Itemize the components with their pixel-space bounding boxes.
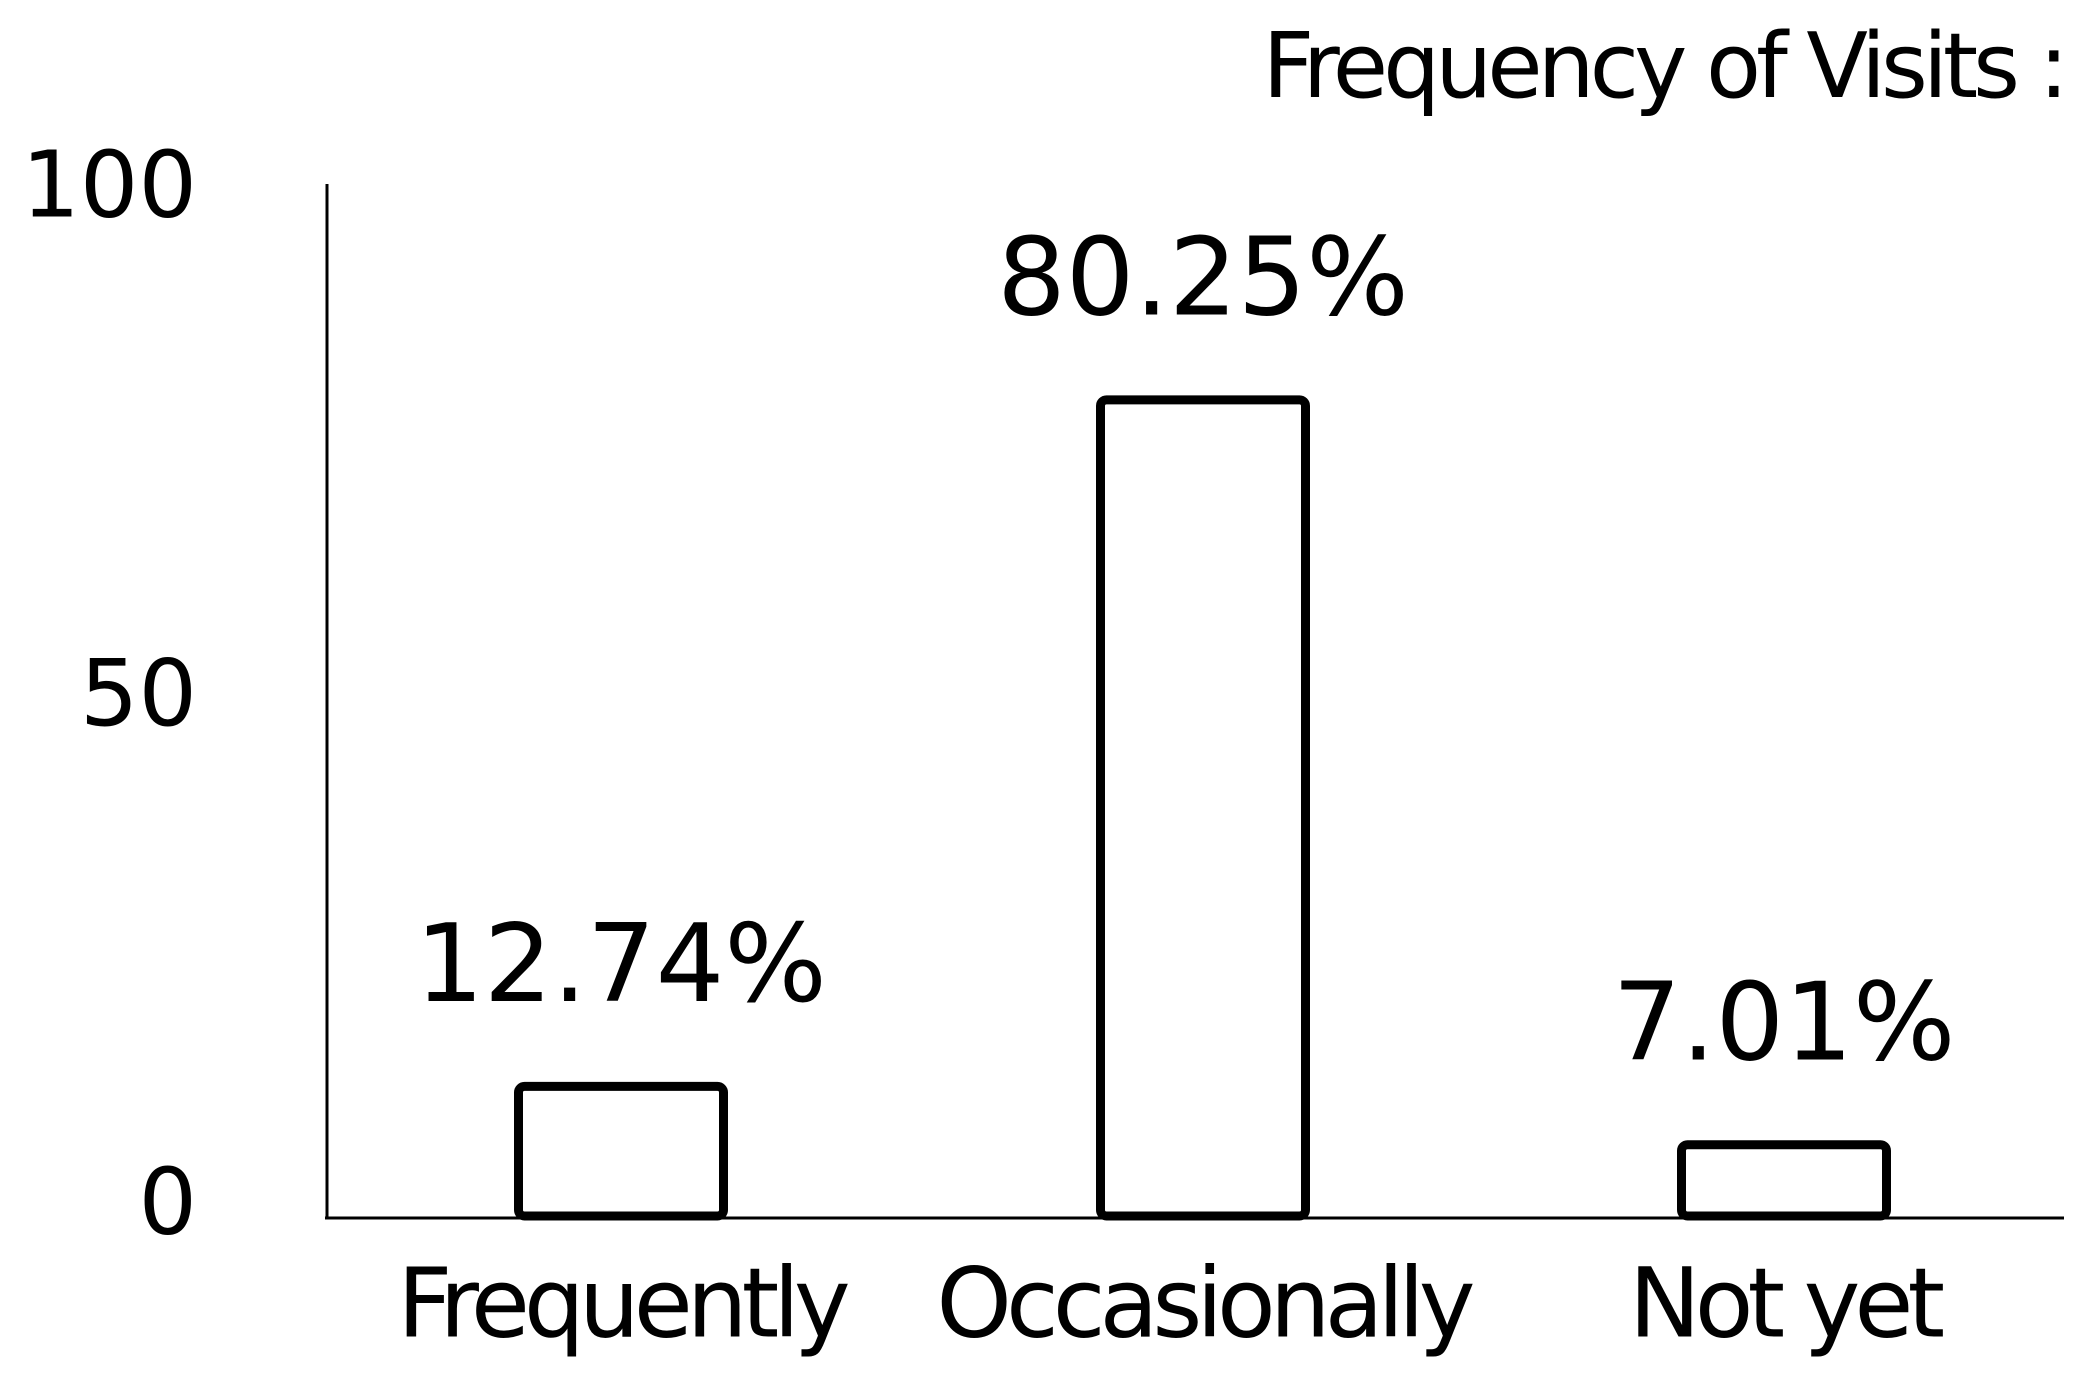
value-label: 7.01% bbox=[1612, 960, 1955, 1085]
x-tick-label: Frequently bbox=[397, 1247, 848, 1359]
bar bbox=[1096, 395, 1310, 1221]
bar bbox=[514, 1081, 728, 1221]
x-tick-label: Occasionally bbox=[936, 1247, 1472, 1359]
chart-title: Frequency of Visits : bbox=[1262, 14, 2064, 119]
bar bbox=[1677, 1140, 1891, 1221]
x-tick-label: Not yet bbox=[1629, 1247, 1944, 1359]
value-label: 12.74% bbox=[415, 902, 827, 1027]
y-tick-label: 0 bbox=[138, 1148, 197, 1255]
y-tick-label: 50 bbox=[80, 640, 197, 747]
value-label: 80.25% bbox=[997, 216, 1409, 341]
y-tick-label: 100 bbox=[21, 131, 197, 238]
